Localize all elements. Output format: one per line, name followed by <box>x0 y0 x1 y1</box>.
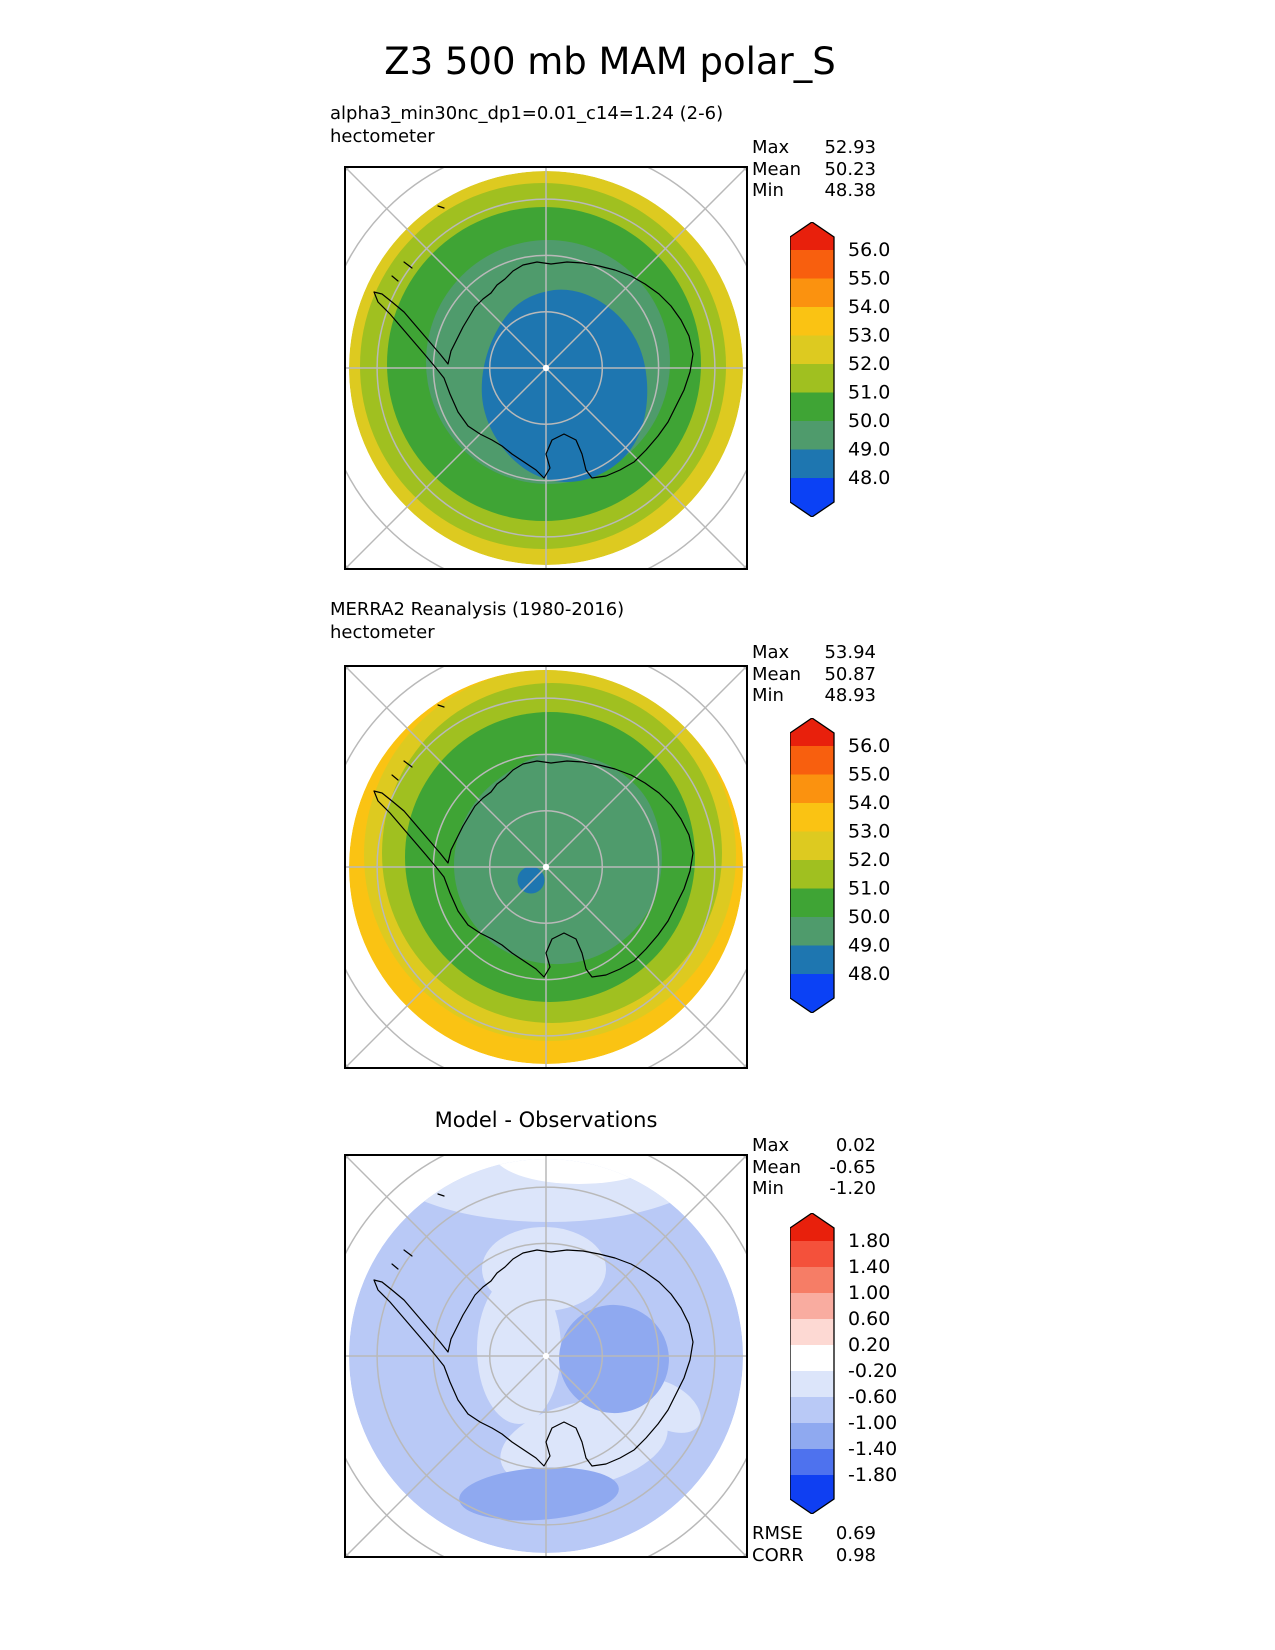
panel1-subtitle-block: alpha3_min30nc_dp1=0.01_c14=1.24 (2-6) h… <box>330 102 760 148</box>
svg-text:-1.00: -1.00 <box>848 1412 897 1434</box>
stat-row: Max 52.93 <box>752 137 876 158</box>
pole-dot <box>542 863 550 871</box>
svg-text:48.0: 48.0 <box>848 963 890 985</box>
svg-text:54.0: 54.0 <box>848 296 890 318</box>
svg-text:-0.60: -0.60 <box>848 1386 897 1408</box>
graticule <box>344 166 748 570</box>
svg-text:0.60: 0.60 <box>848 1308 890 1330</box>
svg-text:0.20: 0.20 <box>848 1334 890 1356</box>
panel1-stats: Max 52.93 Mean 50.23 Min 48.38 <box>752 137 876 202</box>
panel3-title: Model - Observations <box>434 1108 658 1132</box>
colorbar-difference: 1.80 1.40 1.00 0.60 0.20 -0.20 -0.60 -1.00 -1.40… <box>789 1212 930 1518</box>
svg-text:1.80: 1.80 <box>848 1230 890 1252</box>
svg-text:52.0: 52.0 <box>848 353 890 375</box>
pole-dot <box>542 1352 550 1360</box>
stat-row: Min 48.38 <box>752 180 876 201</box>
stat-row: Min -1.20 <box>752 1178 876 1199</box>
svg-text:54.0: 54.0 <box>848 792 890 814</box>
panel1-subtitle: alpha3_min30nc_dp1=0.01_c14=1.24 (2-6) <box>330 103 724 124</box>
pole-dot <box>542 364 550 372</box>
svg-text:53.0: 53.0 <box>848 325 890 347</box>
svg-text:53.0: 53.0 <box>848 821 890 843</box>
stat-row: Max 53.94 <box>752 642 876 663</box>
page-title: Z3 500 mb MAM polar_S <box>384 40 836 83</box>
colorbar-reanalysis: 56.0 55.0 54.0 53.0 52.0 51.0 50.0 49.0 48.0 <box>789 717 930 1017</box>
panel2-units: hectometer <box>330 622 435 643</box>
stat-row: Mean -0.65 <box>752 1156 876 1178</box>
map-difference <box>344 1154 748 1558</box>
panel2-subtitle: MERRA2 Reanalysis (1980-2016) <box>330 599 625 620</box>
svg-text:55.0: 55.0 <box>848 268 890 290</box>
metric-row: RMSE 0.69 <box>752 1523 876 1544</box>
map-border <box>344 1154 748 1558</box>
map-border <box>344 665 748 1069</box>
colorbar-model: 56.0 55.0 54.0 53.0 52.0 51.0 50.0 49.0 48.0 <box>789 221 930 521</box>
stat-row: Mean 50.87 <box>752 663 876 685</box>
svg-text:51.0: 51.0 <box>848 878 890 900</box>
svg-text:48.0: 48.0 <box>848 467 890 489</box>
svg-text:50.0: 50.0 <box>848 906 890 928</box>
panel2-subtitle-block: MERRA2 Reanalysis (1980-2016) hectometer <box>330 598 760 644</box>
panel1-units: hectometer <box>330 126 435 147</box>
stat-row: Max 0.02 <box>752 1135 876 1156</box>
panel3-metrics: RMSE 0.69 CORR 0.98 <box>752 1523 876 1566</box>
map-model <box>344 166 748 570</box>
stat-row: Min 48.93 <box>752 685 876 706</box>
svg-text:55.0: 55.0 <box>848 764 890 786</box>
svg-text:1.40: 1.40 <box>848 1256 890 1278</box>
metric-row: CORR 0.98 <box>752 1544 876 1566</box>
svg-text:-1.40: -1.40 <box>848 1438 897 1460</box>
panel3-stats: Max 0.02 Mean -0.65 Min -1.20 <box>752 1135 876 1200</box>
svg-text:56.0: 56.0 <box>848 735 890 757</box>
svg-text:56.0: 56.0 <box>848 239 890 261</box>
panel2-stats: Max 53.94 Mean 50.87 Min 48.93 <box>752 642 876 707</box>
svg-text:49.0: 49.0 <box>848 935 890 957</box>
svg-text:50.0: 50.0 <box>848 410 890 432</box>
svg-text:49.0: 49.0 <box>848 439 890 461</box>
svg-text:-0.20: -0.20 <box>848 1360 897 1382</box>
map-reanalysis <box>344 665 748 1069</box>
svg-text:52.0: 52.0 <box>848 849 890 871</box>
stat-row: Mean 50.23 <box>752 158 876 180</box>
map-border <box>344 166 748 570</box>
svg-text:1.00: 1.00 <box>848 1282 890 1304</box>
svg-text:-1.80: -1.80 <box>848 1464 897 1486</box>
svg-text:51.0: 51.0 <box>848 382 890 404</box>
